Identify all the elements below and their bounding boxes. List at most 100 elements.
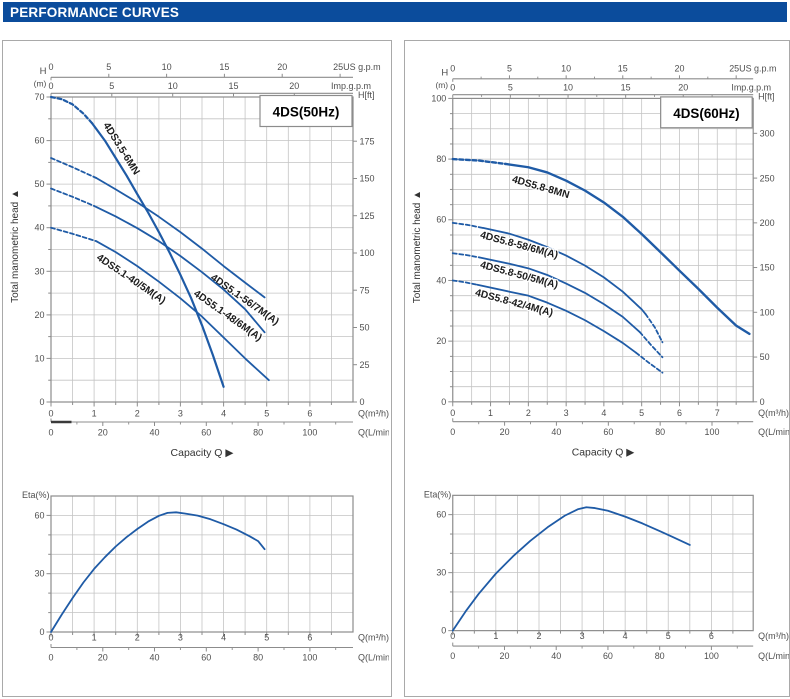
- capacity-caption: Capacity Q ▶: [171, 447, 235, 459]
- lmin-unit-label: Q(L/min): [758, 427, 789, 437]
- curve-dash-tail-4DS5.8-42/4M(A): [635, 351, 664, 374]
- x-tick-label: 3: [580, 631, 585, 641]
- x-tick-label: 6: [307, 409, 312, 419]
- hft-unit-label: H[ft]: [758, 91, 774, 101]
- x-tick-label: 4: [221, 409, 226, 419]
- x-tick-label: 7: [715, 408, 720, 418]
- hft-tick-label: 300: [760, 129, 775, 139]
- y-tick-label: 100: [431, 93, 446, 103]
- page-header: PERFORMANCE CURVES: [3, 2, 787, 22]
- us-gpm-unit-label: 25US g.p.m: [729, 64, 776, 74]
- y-tick-label: 20: [34, 310, 44, 320]
- hft-tick-label: 200: [760, 218, 775, 228]
- x-tick-label: 1: [488, 408, 493, 418]
- y-tick-label: 20: [436, 336, 446, 346]
- x-tick-label: 3: [178, 633, 183, 643]
- head-axis-label: Total manometric head ▲: [412, 190, 423, 303]
- y-tick-label: 60: [34, 136, 44, 146]
- grid: [452, 98, 754, 402]
- hft-tick-label: 125: [360, 211, 375, 221]
- plot-frame: [452, 494, 754, 632]
- x-tick-label: 0: [450, 408, 455, 418]
- head-chart: 0 5 10 15 20 25US g.p.m0 5 10 15 20 Imp.g.p.mH(m)0…: [10, 62, 389, 459]
- curve-dash-4DS3.5-6MN: [49, 95, 94, 125]
- hft-tick-label: 50: [760, 352, 770, 362]
- imp-gpm-tick-label: 15: [228, 81, 238, 91]
- y-tick-label: 0: [39, 627, 44, 637]
- imp-gpm-tick-label: 20: [678, 82, 688, 92]
- chart-canvas-60hz: 0 5 10 15 20 25US g.p.m0 5 10 15 20 Imp.g.p.mH(m)0…: [412, 64, 789, 661]
- eta-curve: [50, 511, 266, 633]
- eta-axis-label: Eta(%): [22, 490, 50, 500]
- capacity-caption: Capacity Q ▶: [572, 448, 635, 459]
- head-unit-label: (m): [34, 79, 47, 89]
- us-gpm-unit-label: 25US g.p.m: [333, 62, 381, 72]
- lmin-tick-label: 80: [655, 427, 665, 437]
- panel-60hz: 0 5 10 15 20 25US g.p.m 0 5 10 15 20 Imp.g.p.m H (m) 0…: [404, 40, 790, 697]
- x-tick-label: 6: [709, 631, 714, 641]
- grid: [51, 496, 353, 632]
- hft-tick-label: 0: [360, 397, 365, 407]
- y-tick-label: 0: [39, 397, 44, 407]
- chart-badge-label: 4DS(60Hz): [673, 106, 739, 121]
- y-tick-label: 30: [34, 569, 44, 579]
- lmin-tick-label: 40: [551, 427, 561, 437]
- x-tick-label: 6: [307, 633, 312, 643]
- lmin-tick-label: 0: [48, 653, 53, 663]
- imp-gpm-tick-label: 10: [563, 82, 573, 92]
- y-tick-label: 60: [436, 510, 446, 520]
- us-gpm-tick-label: 5: [106, 62, 111, 72]
- imp-gpm-tick-label: 0: [450, 82, 455, 92]
- grid: [51, 97, 353, 402]
- lmin-unit-label: Q(L/min): [358, 653, 389, 663]
- imp-gpm-tick-label: 20: [289, 81, 299, 91]
- curve-dash-4DS5.8-50/5M(A): [451, 252, 481, 259]
- curve-label-4DS5.1-56/7M(A): 4DS5.1-56/7M(A): [208, 272, 280, 327]
- x-unit-label: Q(m³/h): [358, 633, 389, 643]
- head-unit-label: (m): [435, 80, 448, 90]
- lmin-tick-label: 40: [149, 428, 159, 438]
- x-tick-label: 3: [564, 408, 569, 418]
- curve-4DS5.8-50/5M(A): [451, 252, 664, 359]
- curve-dash-4DS5.1-56/7M(A): [50, 157, 98, 179]
- y-tick-label: 40: [34, 223, 44, 233]
- curve-dash-tail-4DS5.8-50/5M(A): [638, 331, 664, 359]
- lmin-tick-label: 60: [201, 428, 211, 438]
- head-unit-label: H: [441, 68, 448, 79]
- page-title: PERFORMANCE CURVES: [10, 4, 180, 20]
- lmin-tick-label: 80: [655, 651, 665, 661]
- curve-dash-tail-4DS5.8-58/6M(A): [644, 312, 664, 344]
- x-tick-label: 4: [221, 633, 226, 643]
- hft-tick-label: 100: [760, 307, 775, 317]
- head-axis-label: Total manometric head ▲: [10, 189, 21, 303]
- lmin-tick-label: 20: [98, 653, 108, 663]
- lmin-tick-label: 80: [253, 653, 263, 663]
- x-tick-label: 2: [526, 408, 531, 418]
- lmin-unit-label: Q(L/min): [758, 651, 789, 661]
- x-tick-label: 5: [639, 408, 644, 418]
- eta-axis-label: Eta(%): [424, 489, 451, 499]
- chart-badge-box: [259, 94, 353, 128]
- curve-solid-4DS5.1-48/6M(A): [93, 205, 266, 334]
- curve-solid-4DS5.1-40/5M(A): [95, 240, 270, 382]
- x-tick-label: 1: [92, 409, 97, 419]
- lmin-tick-label: 60: [201, 653, 211, 663]
- head-chart: 0 5 10 15 20 25US g.p.m0 5 10 15 20 Imp.g.p.mH(m)0…: [412, 64, 789, 459]
- us-gpm-tick-label: 5: [507, 64, 512, 74]
- us-gpm-tick-label: 0: [48, 62, 53, 72]
- lmin-tick-label: 0: [450, 427, 455, 437]
- curve-4DS5.1-48/6M(A): [50, 187, 266, 334]
- us-gpm-tick-label: 15: [219, 62, 229, 72]
- us-gpm-tick-label: 10: [561, 64, 571, 74]
- chart-badge-label: 4DS(50Hz): [273, 105, 340, 120]
- x-tick-label: 5: [666, 631, 671, 641]
- x-tick-label: 2: [135, 409, 140, 419]
- lmin-tick-label: 40: [149, 653, 159, 663]
- curve-solid-4DS5.8-42/4M(A): [476, 283, 637, 354]
- imp-gpm-unit-label: Imp.g.p.m: [731, 82, 771, 92]
- curve-dash-4DS5.8-58/6M(A): [451, 221, 484, 229]
- curve-solid-4DS5.8-58/6M(A): [482, 227, 647, 315]
- us-gpm-tick-label: 20: [277, 62, 287, 72]
- hft-tick-label: 250: [760, 173, 775, 183]
- curve-dash-4DS5.8-8MN: [451, 157, 507, 166]
